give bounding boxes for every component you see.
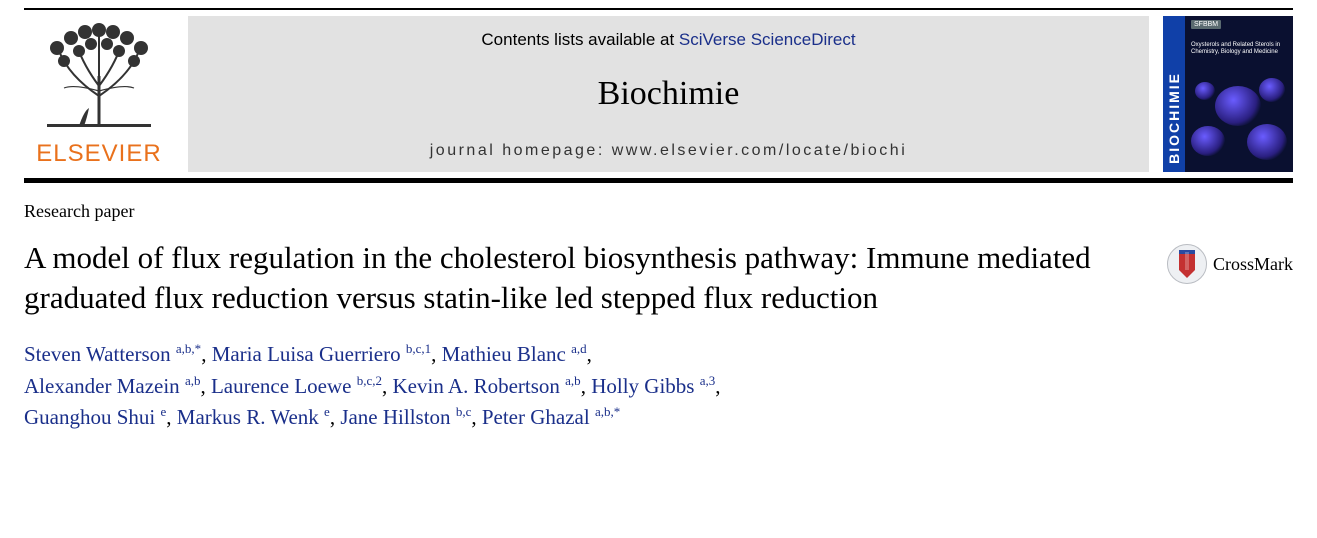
cover-spine: BIOCHIMIE bbox=[1163, 16, 1185, 172]
author-affiliation-marker: a,3 bbox=[700, 373, 716, 388]
journal-cover-thumbnail: BIOCHIMIE SFBBM Oxysterols and Related S… bbox=[1163, 16, 1293, 172]
author-separator: , bbox=[581, 374, 592, 398]
author-separator: , bbox=[431, 342, 442, 366]
author-affiliation-marker: a,d bbox=[571, 341, 587, 356]
journal-header: ELSEVIER Contents lists available at Sci… bbox=[0, 10, 1317, 178]
author-list: Steven Watterson a,b,*, Maria Luisa Guer… bbox=[24, 339, 1293, 434]
cover-image: Oxysterols and Related Sterols in Chemis… bbox=[1185, 16, 1293, 172]
author-name: Markus R. Wenk bbox=[177, 405, 324, 429]
author-name: Jane Hillston bbox=[340, 405, 456, 429]
author-separator: , bbox=[382, 374, 393, 398]
cover-caption: Oxysterols and Related Sterols in Chemis… bbox=[1191, 42, 1289, 56]
author-affiliation-marker: b,c,1 bbox=[406, 341, 431, 356]
author-name: Alexander Mazein bbox=[24, 374, 185, 398]
cover-spine-text: BIOCHIMIE bbox=[1166, 72, 1182, 164]
author-separator: , bbox=[715, 374, 720, 398]
article-type: Research paper bbox=[24, 201, 1293, 222]
author-separator: , bbox=[587, 342, 592, 366]
publisher-logo-block: ELSEVIER bbox=[24, 16, 174, 172]
publisher-name: ELSEVIER bbox=[36, 140, 161, 168]
author-name: Peter Ghazal bbox=[482, 405, 595, 429]
author-name: Maria Luisa Guerriero bbox=[212, 342, 406, 366]
author-affiliation-marker: b,c,2 bbox=[357, 373, 382, 388]
author-name: Steven Watterson bbox=[24, 342, 176, 366]
author-separator: , bbox=[166, 405, 177, 429]
crossmark-widget[interactable]: CrossMark bbox=[1167, 244, 1293, 284]
author-name: Mathieu Blanc bbox=[442, 342, 571, 366]
author-separator: , bbox=[200, 374, 211, 398]
author-name: Guanghou Shui bbox=[24, 405, 161, 429]
sciencedirect-link[interactable]: SciVerse ScienceDirect bbox=[679, 30, 856, 49]
contents-prefix: Contents lists available at bbox=[481, 30, 679, 49]
article-front-matter: Research paper A model of flux regulatio… bbox=[0, 183, 1317, 442]
article-title: A model of flux regulation in the choles… bbox=[24, 238, 1167, 317]
contents-available-line: Contents lists available at SciVerse Sci… bbox=[481, 30, 855, 50]
sciencedirect-banner: Contents lists available at SciVerse Sci… bbox=[188, 16, 1149, 172]
title-row: A model of flux regulation in the choles… bbox=[24, 238, 1293, 317]
author-affiliation-marker: a,b,* bbox=[176, 341, 201, 356]
author-separator: , bbox=[471, 405, 482, 429]
author-affiliation-marker: b,c bbox=[456, 404, 472, 419]
author-affiliation-marker: a,b,* bbox=[595, 404, 620, 419]
crossmark-label: CrossMark bbox=[1213, 254, 1293, 275]
journal-homepage-line[interactable]: journal homepage: www.elsevier.com/locat… bbox=[430, 142, 908, 160]
crossmark-icon bbox=[1167, 244, 1207, 284]
author-name: Kevin A. Robertson bbox=[393, 374, 566, 398]
author-name: Laurence Loewe bbox=[211, 374, 357, 398]
journal-title: Biochimie bbox=[598, 75, 740, 113]
author-affiliation-marker: a,b bbox=[185, 373, 201, 388]
author-name: Holly Gibbs bbox=[591, 374, 700, 398]
author-separator: , bbox=[201, 342, 212, 366]
author-affiliation-marker: a,b bbox=[565, 373, 581, 388]
elsevier-tree-icon bbox=[29, 16, 169, 136]
author-separator: , bbox=[330, 405, 341, 429]
